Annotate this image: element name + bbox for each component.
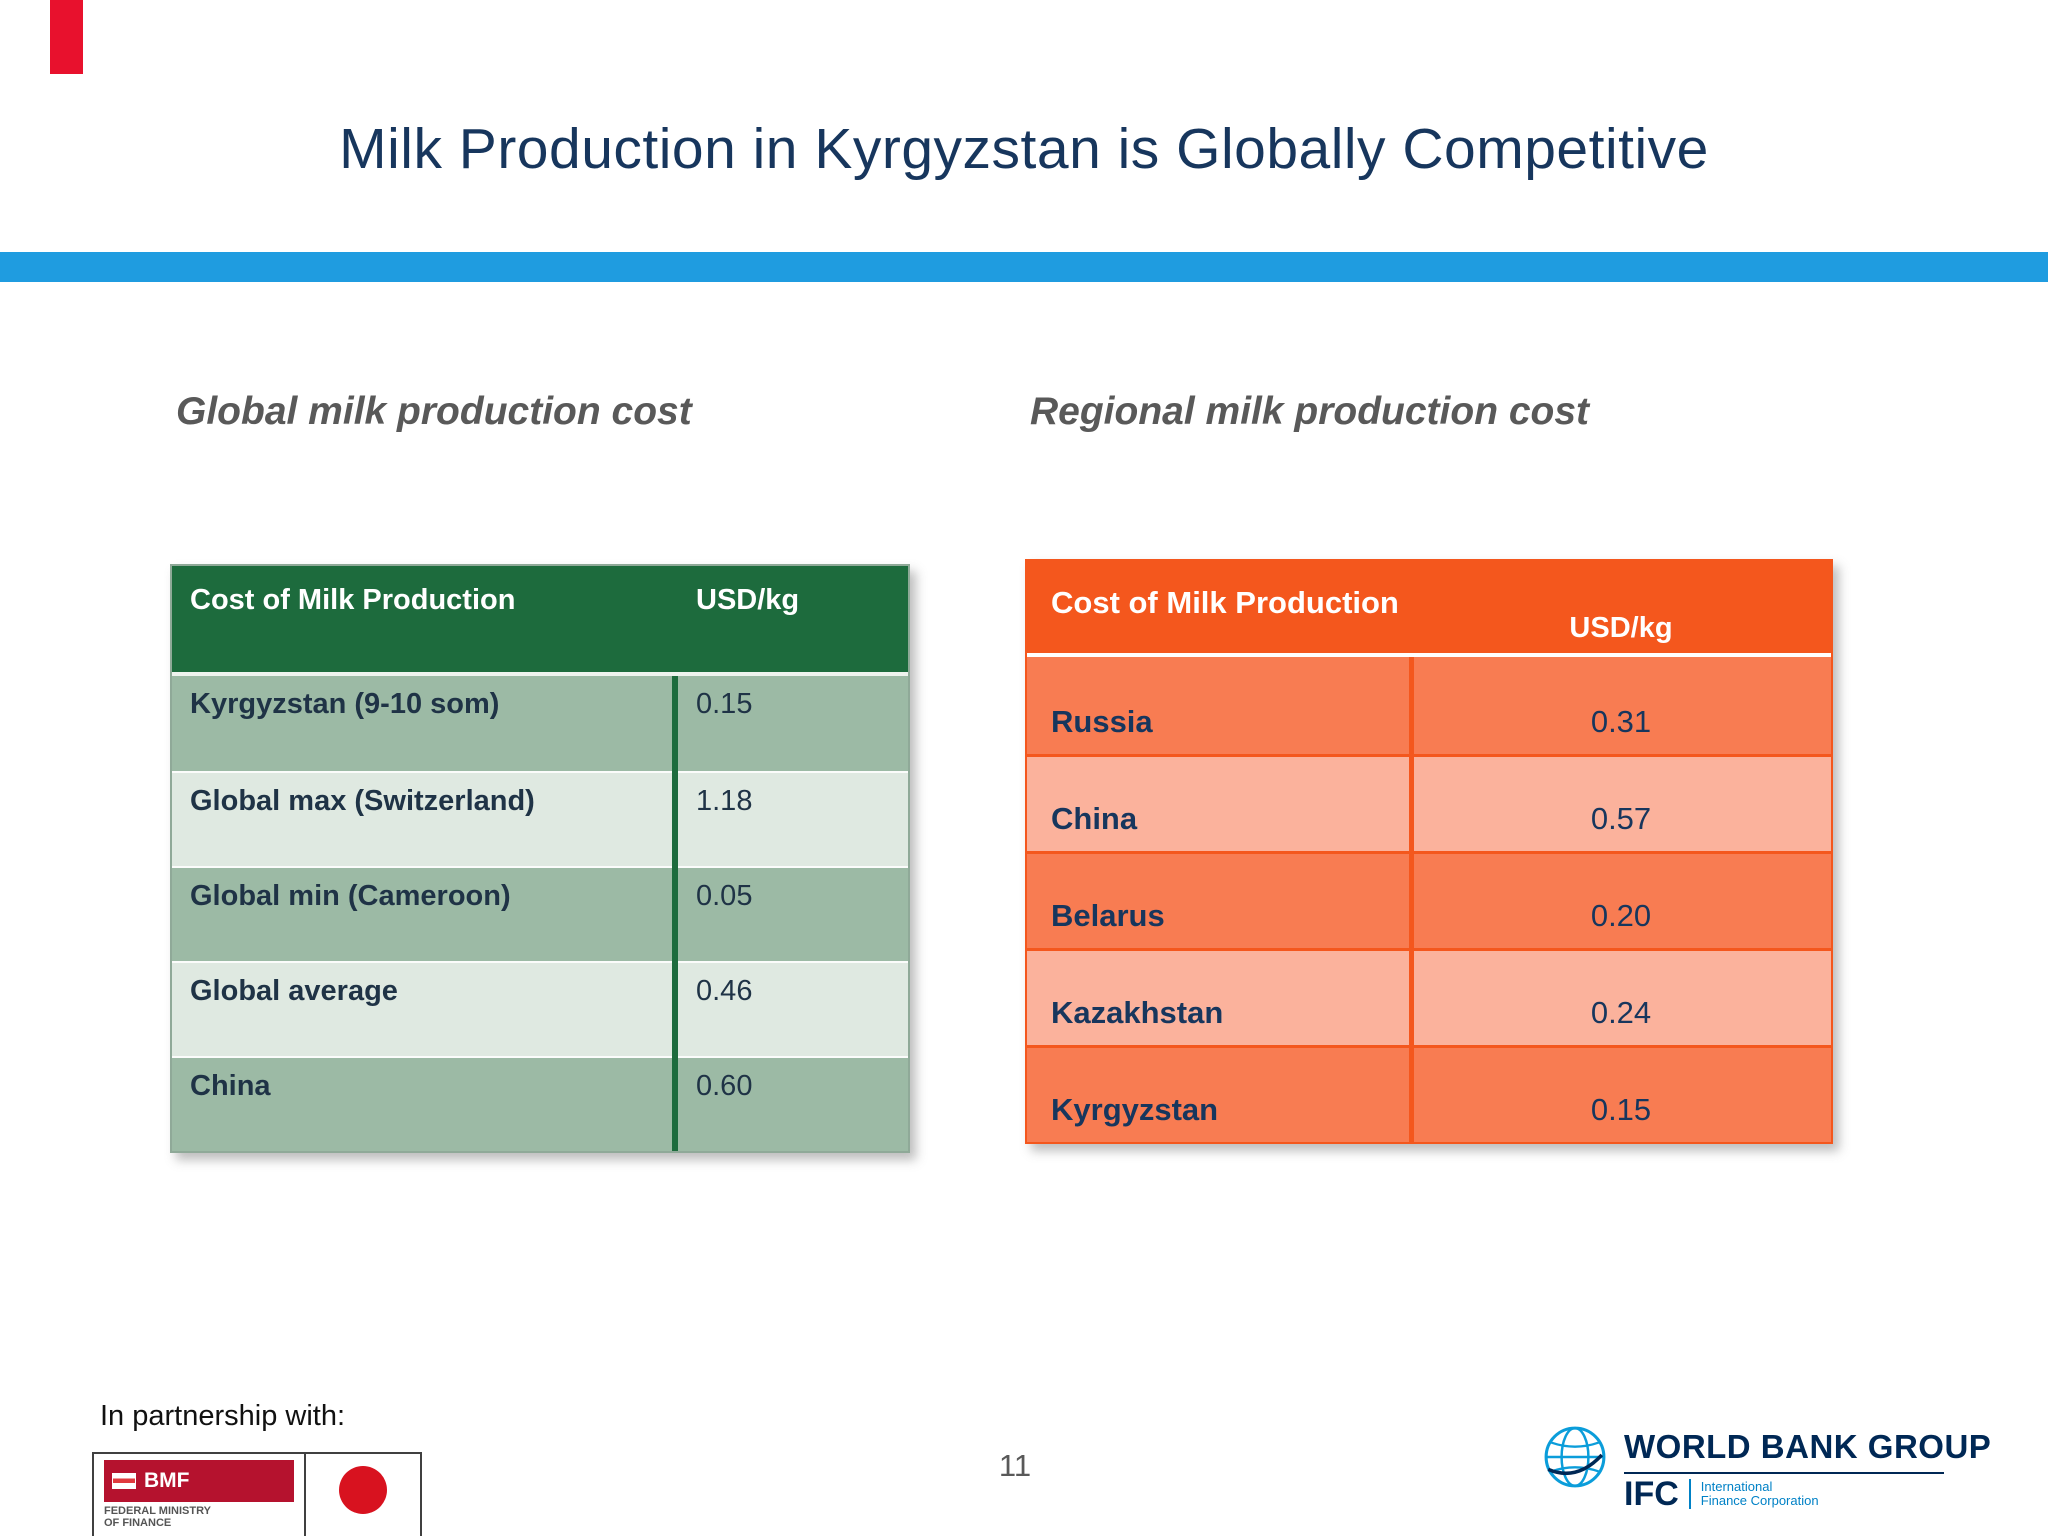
global-milk-cost-table: Cost of Milk Production USD/kg Kyrgyzsta… bbox=[170, 564, 910, 1153]
table-row: China 0.57 bbox=[1027, 754, 1831, 851]
table-header: Cost of Milk Production USD/kg bbox=[1027, 561, 1831, 657]
table-row: Global max (Switzerland) 1.18 bbox=[172, 771, 908, 866]
global-cost-heading: Global milk production cost bbox=[176, 390, 692, 433]
bmf-logo-mark: BMF bbox=[104, 1460, 294, 1502]
table-body: Kyrgyzstan (9-10 som) 0.15 Global max (S… bbox=[172, 672, 908, 1151]
japan-flag-logo bbox=[306, 1454, 420, 1536]
ifc-divider bbox=[1688, 1479, 1691, 1509]
page-number: 11 bbox=[998, 1448, 1032, 1483]
row-label: Global average bbox=[190, 975, 398, 1007]
row-value: 0.60 bbox=[696, 1070, 753, 1102]
partnership-label: In partnership with: bbox=[100, 1400, 346, 1432]
table-row: China 0.60 bbox=[172, 1056, 908, 1151]
ifc-logo: IFC International Finance Corporation bbox=[1624, 1472, 1944, 1513]
row-value: 0.46 bbox=[696, 975, 753, 1007]
row-label: Belarus bbox=[1051, 898, 1165, 933]
regional-milk-cost-table: Cost of Milk Production USD/kg Russia 0.… bbox=[1025, 559, 1833, 1144]
world-bank-group-text: WORLD BANK GROUP IFC International Finan… bbox=[1624, 1424, 1992, 1513]
divider-accent-bar bbox=[0, 252, 2048, 282]
row-value: 0.15 bbox=[696, 688, 753, 720]
table-row: Global average 0.46 bbox=[172, 961, 908, 1056]
header-cost-label: Cost of Milk Production bbox=[190, 584, 516, 616]
row-value: 0.24 bbox=[1590, 995, 1652, 1030]
row-label: Kyrgyzstan (9-10 som) bbox=[190, 688, 500, 720]
japan-flag-circle-icon bbox=[339, 1466, 387, 1514]
row-value: 0.31 bbox=[1590, 704, 1652, 739]
slide-title: Milk Production in Kyrgyzstan is Globall… bbox=[339, 117, 1709, 181]
table-row: Kyrgyzstan (9-10 som) 0.15 bbox=[172, 676, 908, 771]
table-body: Russia 0.31 China 0.57 Belarus 0.20 Kaza… bbox=[1027, 657, 1831, 1142]
table-row: Kazakhstan 0.24 bbox=[1027, 948, 1831, 1045]
row-value: 1.18 bbox=[696, 785, 753, 817]
table-row: Russia 0.31 bbox=[1027, 657, 1831, 754]
row-label: Kyrgyzstan bbox=[1051, 1092, 1219, 1127]
table-row: Global min (Cameroon) 0.05 bbox=[172, 866, 908, 961]
header-unit-label: USD/kg bbox=[1569, 612, 1673, 644]
corner-accent-bar bbox=[50, 0, 83, 74]
world-bank-group-label: WORLD BANK GROUP bbox=[1624, 1428, 1992, 1465]
table-header: Cost of Milk Production USD/kg bbox=[172, 566, 908, 672]
row-label: Russia bbox=[1051, 704, 1153, 739]
header-unit-label: USD/kg bbox=[696, 584, 800, 616]
bmf-logo-subtitle: FEDERAL MINISTRY OF FINANCE bbox=[104, 1505, 211, 1529]
globe-icon bbox=[1544, 1426, 1606, 1488]
austria-flag-icon bbox=[112, 1473, 136, 1489]
row-label: China bbox=[190, 1070, 271, 1102]
table-row: Belarus 0.20 bbox=[1027, 851, 1831, 948]
row-value: 0.15 bbox=[1590, 1092, 1652, 1127]
header-cost-label: Cost of Milk Production bbox=[1051, 585, 1399, 620]
row-label: Global min (Cameroon) bbox=[190, 880, 511, 912]
row-value: 0.20 bbox=[1590, 898, 1652, 933]
row-label: Kazakhstan bbox=[1051, 995, 1224, 1030]
bmf-logo: BMF FEDERAL MINISTRY OF FINANCE bbox=[94, 1454, 306, 1536]
column-divider bbox=[672, 676, 678, 1151]
ifc-label: IFC bbox=[1624, 1475, 1679, 1513]
regional-cost-heading: Regional milk production cost bbox=[1030, 390, 1590, 433]
row-value: 0.05 bbox=[696, 880, 753, 912]
partner-logos-box: BMF FEDERAL MINISTRY OF FINANCE bbox=[92, 1452, 422, 1536]
world-bank-group-logo: WORLD BANK GROUP IFC International Finan… bbox=[1542, 1424, 1992, 1513]
row-value: 0.57 bbox=[1590, 801, 1652, 836]
table-row: Kyrgyzstan 0.15 bbox=[1027, 1045, 1831, 1142]
row-label: China bbox=[1051, 801, 1138, 836]
bmf-logo-text: BMF bbox=[144, 1469, 190, 1492]
row-label: Global max (Switzerland) bbox=[190, 785, 535, 817]
column-divider bbox=[1409, 657, 1414, 1142]
ifc-subtitle: International Finance Corporation bbox=[1700, 1479, 1819, 1508]
